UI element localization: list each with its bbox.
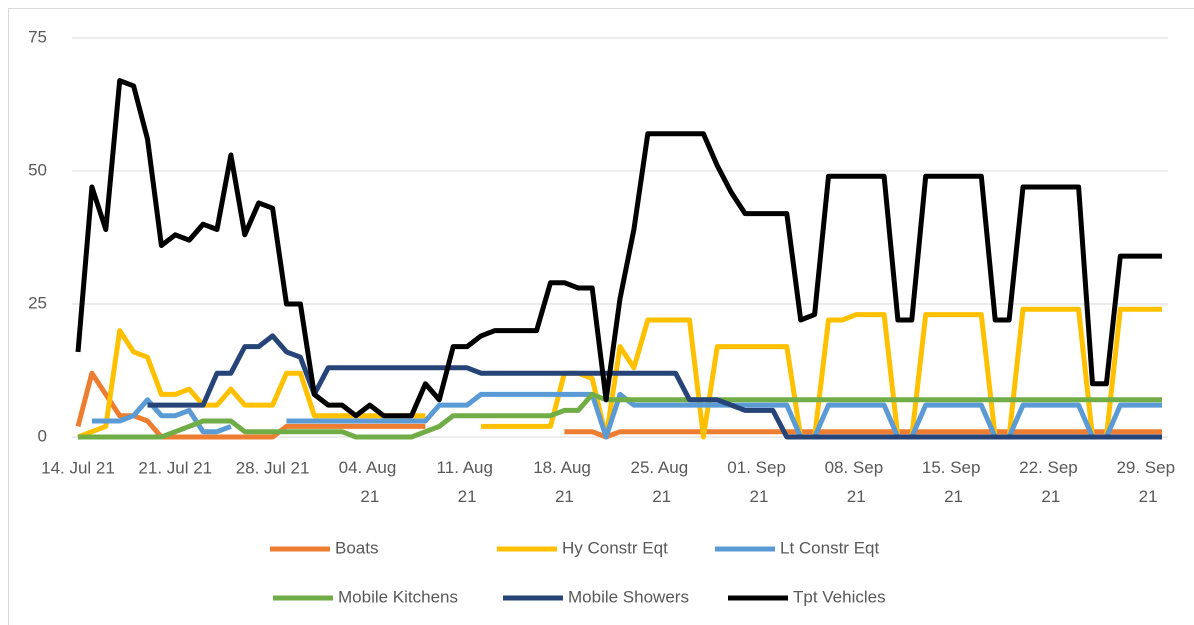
x-tick-label: 11. Aug 21 xyxy=(437,458,498,506)
series-line xyxy=(75,78,1162,419)
x-tick-label: 18. Aug 21 xyxy=(533,458,595,506)
x-tick-label: 14. Jul 21 xyxy=(41,458,115,477)
y-tick-label: 50 xyxy=(28,160,47,179)
x-tick-label: 21. Jul 21 xyxy=(138,458,212,477)
legend-label: Tpt Vehicles xyxy=(793,587,886,606)
legend-label: Boats xyxy=(335,538,378,557)
x-tick-label: 15. Sep 21 xyxy=(922,458,985,506)
x-tick-label: 29. Sep 21 xyxy=(1116,458,1179,506)
legend-label: Lt Constr Eqt xyxy=(780,538,879,557)
y-tick-label: 75 xyxy=(28,27,47,46)
chart-border xyxy=(8,8,1194,625)
legend-label: Hy Constr Eqt xyxy=(562,538,668,557)
legend-label: Mobile Kitchens xyxy=(338,587,458,606)
series-line xyxy=(77,306,1162,440)
y-tick-label: 0 xyxy=(38,426,47,445)
x-tick-label: 01. Sep 21 xyxy=(727,458,790,506)
x-tick-label: 04. Aug 21 xyxy=(339,458,401,506)
x-tick-label: 08. Sep 21 xyxy=(825,458,888,506)
x-tick-label: 25. Aug 21 xyxy=(630,458,692,506)
legend-label: Mobile Showers xyxy=(568,587,689,606)
series-line xyxy=(147,333,1162,440)
x-tick-label: 28. Jul 21 xyxy=(236,458,310,477)
y-tick-label: 25 xyxy=(28,293,47,312)
series-line xyxy=(78,391,1162,440)
x-tick-label: 22. Sep 21 xyxy=(1019,458,1082,506)
